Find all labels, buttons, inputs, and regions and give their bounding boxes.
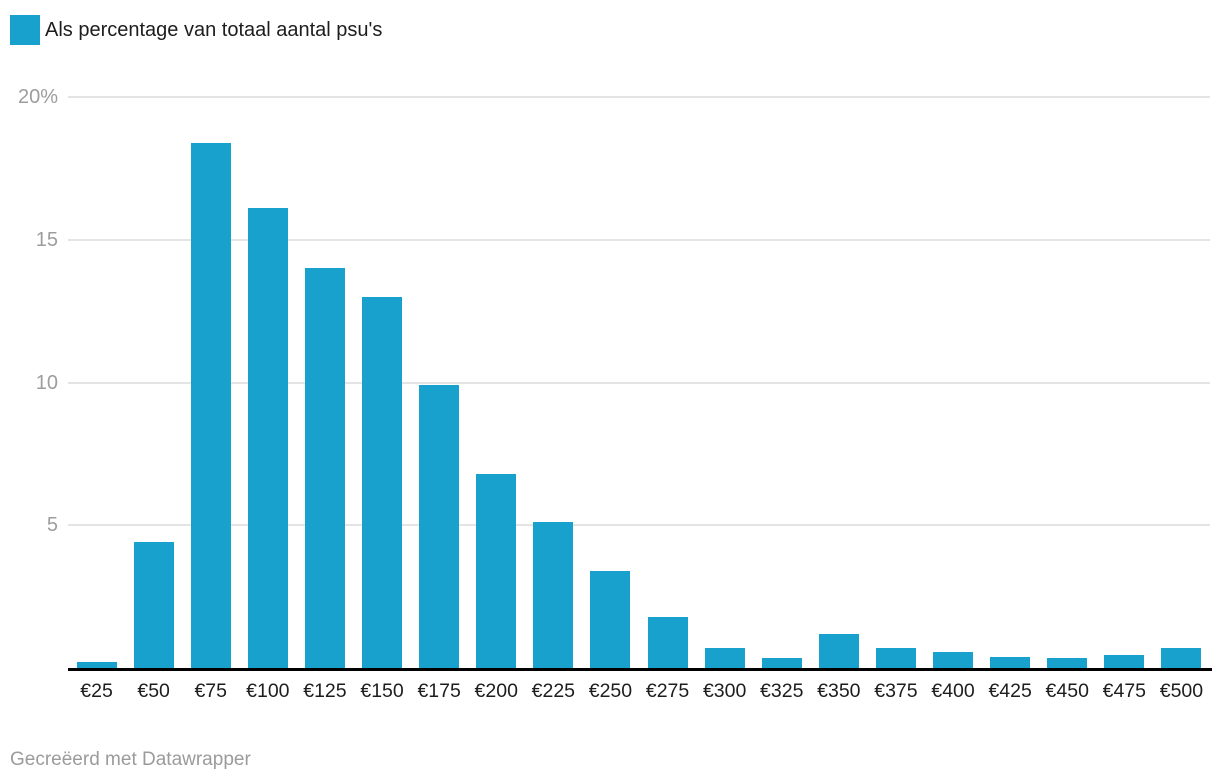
chart-bar[interactable] <box>933 652 974 668</box>
x-axis-tick-label: €250 <box>588 680 633 702</box>
chart-bar[interactable] <box>190 143 231 668</box>
chart-bar[interactable] <box>533 522 574 668</box>
x-axis-tick-label: €375 <box>874 680 918 702</box>
x-axis-tick-label: €125 <box>303 680 347 702</box>
x-axis-tick-label: €50 <box>137 680 170 702</box>
x-axis-tick-label: €200 <box>474 680 518 702</box>
legend-swatch-icon <box>10 15 40 45</box>
x-axis-tick-label: €300 <box>702 680 747 702</box>
x-axis-tick-label: €25 <box>80 680 113 702</box>
x-axis-tick-label: €450 <box>1045 680 1089 702</box>
legend: Als percentage van totaal aantal psu's <box>10 15 382 45</box>
chart-bar[interactable] <box>590 571 631 668</box>
gridline <box>68 524 1210 527</box>
attribution: Gecreëerd met Datawrapper <box>10 745 251 775</box>
y-axis-tick-label: 10 <box>35 371 58 394</box>
chart-bar[interactable] <box>1047 658 1088 668</box>
chart-bar[interactable] <box>818 634 859 668</box>
x-axis-tick-label: €275 <box>645 680 690 702</box>
x-axis-tick-label: €100 <box>246 680 290 702</box>
chart-bar[interactable] <box>647 617 688 668</box>
x-axis-tick-label: €475 <box>1102 680 1147 702</box>
gridline <box>68 96 1210 98</box>
attribution-link[interactable]: Gecreëerd met Datawrapper <box>10 749 251 770</box>
x-axis-tick-label: €175 <box>417 680 461 702</box>
y-axis: 20% 15 10 5 <box>0 86 58 668</box>
x-axis: €25 €50 €75 €100 €125 €150 €175 €200 €225 €250 €27… <box>68 676 1210 706</box>
chart-bar[interactable] <box>304 268 345 668</box>
x-axis-tick-label: €500 <box>1159 680 1204 702</box>
gridline <box>68 381 1210 384</box>
x-axis-tick-label: €75 <box>194 680 227 702</box>
chart-bar[interactable] <box>362 297 403 668</box>
x-axis-tick-label: €400 <box>931 680 975 702</box>
y-axis-tick-label: 5 <box>46 514 58 537</box>
y-axis-tick-label: 15 <box>35 228 58 251</box>
chart-bar[interactable] <box>704 648 745 668</box>
y-axis-tick-label: 20% <box>17 86 58 108</box>
chart-bar[interactable] <box>990 657 1031 668</box>
chart-bar[interactable] <box>476 474 517 668</box>
x-axis-line <box>68 668 1212 671</box>
legend-label: Als percentage van totaal aantal psu's <box>45 19 383 41</box>
chart-bar[interactable] <box>133 542 174 668</box>
chart-bar[interactable] <box>761 658 802 668</box>
x-axis-tick-label: €325 <box>760 680 804 702</box>
x-axis-tick-label: €225 <box>531 680 576 702</box>
x-axis-tick-label: €425 <box>988 680 1032 702</box>
chart-bar[interactable] <box>76 662 117 668</box>
chart-bar[interactable] <box>419 385 460 668</box>
chart-bar[interactable] <box>1161 648 1202 668</box>
chart-bar[interactable] <box>1104 655 1145 668</box>
x-axis-tick-label: €150 <box>360 680 404 702</box>
x-axis-tick-label: €350 <box>817 680 861 702</box>
plot-area <box>68 96 1210 668</box>
gridline <box>68 238 1210 241</box>
chart-bar[interactable] <box>247 208 288 668</box>
chart-bar[interactable] <box>875 648 916 668</box>
